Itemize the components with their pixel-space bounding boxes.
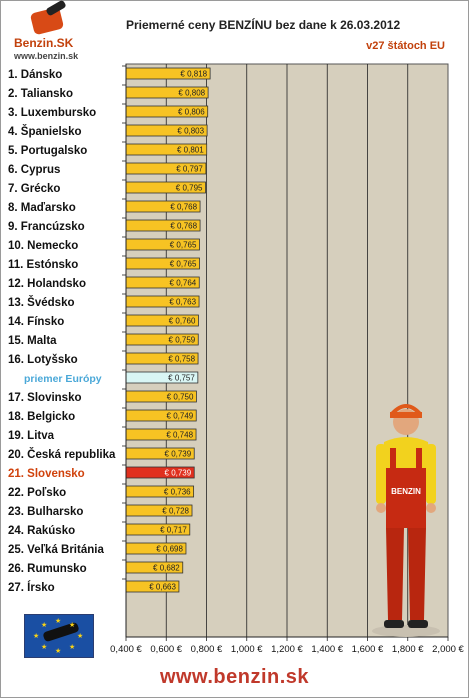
svg-text:BENZIN: BENZIN [391,487,421,496]
category-label: 5. Portugalsko [8,145,87,157]
bar-value-label: € 0,818 [180,70,207,79]
category-label: 11. Estónsko [8,259,78,271]
bar-value-label: € 0,765 [170,260,197,269]
category-label: 8. Maďarsko [8,202,76,214]
bar-value-label: € 0,768 [170,222,197,231]
gas-station-worker-mascot: BENZIN [372,404,440,637]
category-label: 24. Rakúsko [8,525,75,537]
category-label: 25. Veľká Británia [8,544,104,556]
bar-value-label: € 0,764 [170,279,197,288]
category-label: 19. Litva [8,430,55,442]
bar-value-label: € 0,739 [165,450,192,459]
category-label: 3. Luxembursko [8,107,96,119]
x-tick-label: 1,400 € [311,644,343,655]
category-label: 10. Nemecko [8,240,78,252]
bar-value-label: € 0,757 [168,374,195,383]
x-tick-label: 1,200 € [271,644,303,655]
bar-value-label: € 0,728 [162,507,189,516]
category-label: priemer Európy [24,373,102,385]
bar-value-label: € 0,717 [160,526,187,535]
bar-value-label: € 0,765 [170,241,197,250]
x-tick-label: 1,800 € [392,644,424,655]
bar-value-label: € 0,803 [177,127,204,136]
category-label: 23. Bulharsko [8,506,83,518]
bar-value-label: € 0,797 [176,165,203,174]
category-label: 9. Francúzsko [8,221,85,233]
category-label: 21. Slovensko [8,468,85,480]
x-tick-label: 0,800 € [191,644,223,655]
x-tick-label: 2,000 € [432,644,464,655]
bar-value-label: € 0,801 [177,146,204,155]
category-label: 22. Poľsko [8,487,66,499]
category-label: 15. Malta [8,335,57,347]
bar-value-label: € 0,808 [178,89,205,98]
x-tick-label: 0,600 € [150,644,182,655]
benzin-logo: Benzin.SK www.benzin.sk [14,0,86,66]
category-label: 4. Španielsko [8,125,82,138]
bar-value-label: € 0,763 [169,298,196,307]
bar-value-label: € 0,739 [165,469,192,478]
bar-value-label: € 0,749 [167,412,194,421]
bar-value-label: € 0,748 [166,431,193,440]
category-label: 7. Grécko [8,183,60,195]
bar-value-label: € 0,698 [156,545,183,554]
bar-value-label: € 0,760 [169,317,196,326]
category-label: 17. Slovinsko [8,392,82,404]
category-label: 26. Rumunsko [8,563,87,575]
chart-subtitle: v27 štátoch EU [366,40,445,52]
x-tick-label: 1,000 € [231,644,263,655]
bar-value-label: € 0,736 [164,488,191,497]
category-label: 27. Írsko [8,581,55,594]
x-tick-label: 1,600 € [352,644,384,655]
category-label: 12. Holandsko [8,278,86,290]
category-label: 18. Belgicko [8,411,75,423]
bar-value-label: € 0,758 [168,355,195,364]
bar-value-label: € 0,768 [170,203,197,212]
eu-flag-icon: ★ ★ ★ ★ ★ ★ ★ ★ [24,614,94,658]
category-label: 13. Švédsko [8,296,74,309]
bar-value-label: € 0,795 [176,184,203,193]
logo-url: www.benzin.sk [14,51,79,61]
logo-brand: Benzin.SK [14,36,74,50]
category-label: 16. Lotyšsko [8,354,78,366]
bar-value-label: € 0,663 [149,583,176,592]
x-tick-label: 0,400 € [110,644,142,655]
bar-value-label: € 0,750 [167,393,194,402]
category-label: 20. Česká republika [8,448,116,461]
bar-value-label: € 0,806 [178,108,205,117]
category-label: 6. Cyprus [8,164,60,176]
footer-url: www.benzin.sk [159,666,310,688]
bar-value-label: € 0,682 [153,564,180,573]
category-label: 14. Fínsko [8,316,64,328]
bar-value-label: € 0,759 [169,336,196,345]
category-label: 2. Taliansko [8,88,73,100]
chart-title: Priemerné ceny BENZÍNU bez dane k 26.03.… [126,18,401,32]
category-label: 1. Dánsko [8,69,62,81]
